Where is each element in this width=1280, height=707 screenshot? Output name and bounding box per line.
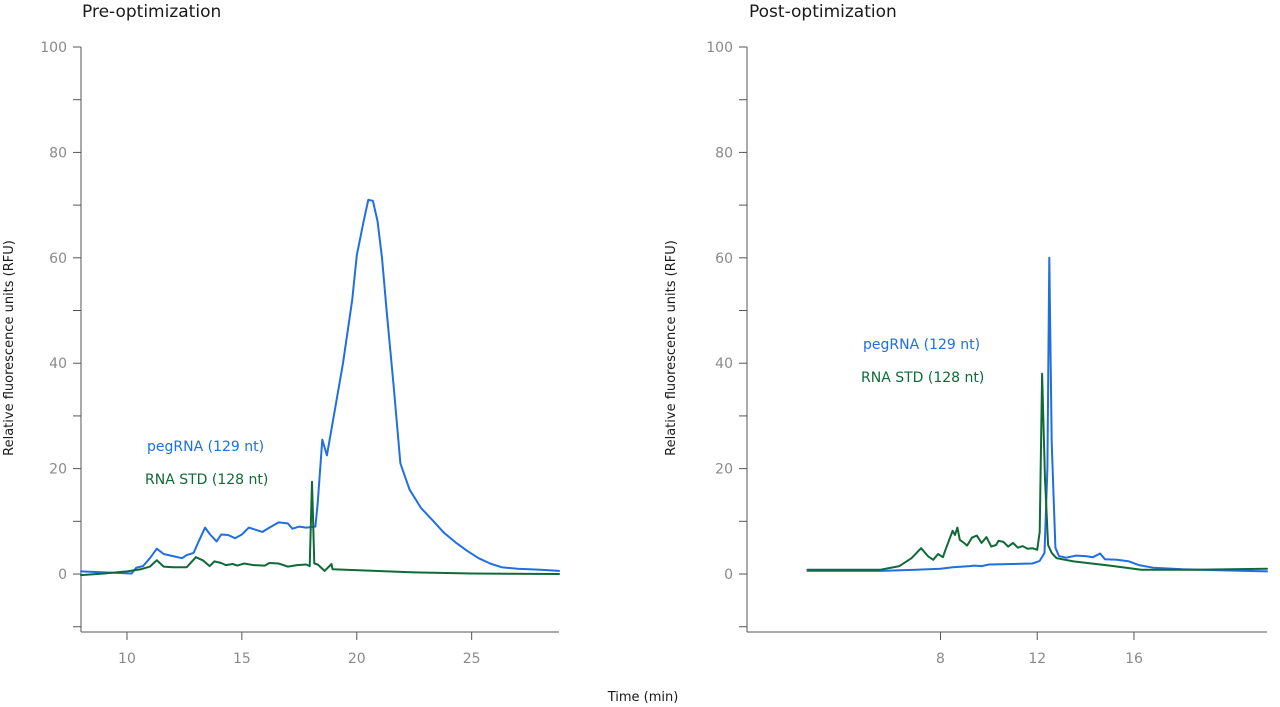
panel-pre-optimization: Pre-optimization Relative fluorescence u… (2, 2, 560, 667)
x-tick-label: 12 (1028, 651, 1046, 667)
y-tick-label: 100 (40, 40, 67, 56)
panel-title: Post-optimization (749, 2, 897, 22)
legend-label-rna-std: RNA STD (128 nt) (861, 370, 984, 386)
y-axis-label: Relative fluorescence units (RFU) (664, 240, 679, 456)
series-line-pegrna (806, 256, 1268, 573)
y-tick-label: 0 (724, 567, 733, 583)
panel-post-optimization: Post-optimization Relative fluorescence … (664, 2, 1268, 667)
y-tick-label: 0 (58, 567, 67, 583)
legend-label-rna-std: RNA STD (128 nt) (145, 472, 268, 488)
x-tick-label: 15 (233, 651, 251, 667)
y-tick-label: 100 (706, 40, 733, 56)
series-line-rna-std (806, 372, 1268, 571)
y-tick-label: 60 (49, 251, 67, 267)
y-axis-label: Relative fluorescence units (RFU) (2, 240, 17, 456)
y-tick-label: 20 (715, 462, 733, 478)
x-tick-label: 20 (348, 651, 366, 667)
x-tick-label: 25 (463, 651, 481, 667)
y-tick-label: 40 (715, 356, 733, 372)
series-line-rna-std (80, 480, 560, 577)
x-tick-label: 10 (118, 651, 136, 667)
x-tick-label: 16 (1125, 651, 1143, 667)
y-tick-label: 20 (49, 462, 67, 478)
legend-label-pegrna: pegRNA (129 nt) (863, 337, 980, 353)
x-axis-label: Time (min) (607, 690, 679, 705)
x-tick-label: 8 (936, 651, 945, 667)
y-tick-label: 80 (49, 145, 67, 161)
y-tick-label: 60 (715, 251, 733, 267)
panel-title: Pre-optimization (82, 2, 221, 22)
legend-label-pegrna: pegRNA (129 nt) (147, 439, 264, 455)
y-tick-label: 40 (49, 356, 67, 372)
series-line-pegrna (80, 198, 560, 575)
y-tick-label: 80 (715, 145, 733, 161)
